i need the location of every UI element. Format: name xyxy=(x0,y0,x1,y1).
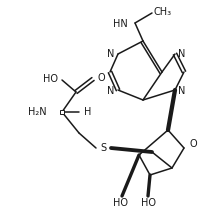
Text: N: N xyxy=(178,49,185,59)
Text: CH₃: CH₃ xyxy=(154,7,172,17)
Text: N: N xyxy=(178,86,185,96)
Text: N: N xyxy=(107,49,114,59)
Text: S: S xyxy=(100,143,106,153)
Text: H: H xyxy=(84,107,91,117)
Text: HO: HO xyxy=(112,198,128,208)
Bar xyxy=(60,110,64,114)
Text: O: O xyxy=(189,139,197,149)
Text: O: O xyxy=(97,73,105,83)
Text: HN: HN xyxy=(113,19,128,29)
Text: N: N xyxy=(107,86,114,96)
Text: H₂N: H₂N xyxy=(28,107,47,117)
Text: HO: HO xyxy=(43,74,58,84)
Text: HO: HO xyxy=(140,198,156,208)
